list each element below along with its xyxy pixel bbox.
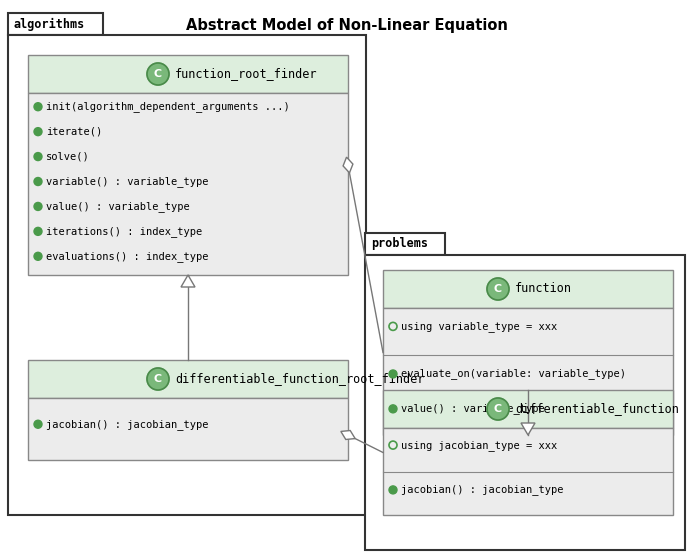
Circle shape: [34, 420, 42, 428]
Text: evaluate_on(variable: variable_type): evaluate_on(variable: variable_type): [401, 368, 626, 380]
Circle shape: [34, 128, 42, 136]
Text: differentiable_function: differentiable_function: [515, 403, 679, 416]
Text: function: function: [515, 282, 572, 296]
FancyBboxPatch shape: [28, 398, 348, 460]
Circle shape: [34, 202, 42, 211]
Text: differentiable_function_root_finder: differentiable_function_root_finder: [175, 372, 424, 385]
Text: jacobian() : jacobian_type: jacobian() : jacobian_type: [46, 419, 208, 430]
Circle shape: [34, 227, 42, 235]
Circle shape: [147, 63, 169, 85]
Text: iterations() : index_type: iterations() : index_type: [46, 226, 202, 237]
FancyBboxPatch shape: [383, 270, 673, 308]
FancyBboxPatch shape: [28, 360, 348, 398]
FancyBboxPatch shape: [8, 13, 103, 35]
Circle shape: [389, 486, 397, 494]
FancyBboxPatch shape: [28, 55, 348, 93]
Text: problems: problems: [371, 237, 428, 250]
Text: jacobian() : jacobian_type: jacobian() : jacobian_type: [401, 484, 564, 496]
Circle shape: [389, 370, 397, 378]
Circle shape: [34, 102, 42, 111]
Text: value() : variable_type: value() : variable_type: [401, 403, 545, 414]
Text: variable() : variable_type: variable() : variable_type: [46, 176, 208, 187]
FancyBboxPatch shape: [383, 428, 673, 515]
Text: C: C: [154, 374, 162, 384]
FancyBboxPatch shape: [383, 308, 673, 435]
Text: using variable_type = xxx: using variable_type = xxx: [401, 321, 557, 332]
Text: init(algorithm_dependent_arguments ...): init(algorithm_dependent_arguments ...): [46, 101, 290, 112]
Text: iterate(): iterate(): [46, 127, 102, 137]
Text: C: C: [494, 404, 502, 414]
Circle shape: [34, 178, 42, 185]
Text: function_root_finder: function_root_finder: [175, 68, 317, 81]
Circle shape: [389, 405, 397, 413]
Text: evaluations() : index_type: evaluations() : index_type: [46, 251, 208, 262]
FancyBboxPatch shape: [365, 255, 685, 550]
Text: C: C: [154, 69, 162, 79]
FancyBboxPatch shape: [8, 35, 366, 515]
Circle shape: [487, 398, 509, 420]
FancyBboxPatch shape: [365, 233, 445, 255]
Polygon shape: [181, 275, 195, 287]
Text: value() : variable_type: value() : variable_type: [46, 201, 189, 212]
Circle shape: [34, 253, 42, 260]
Text: using jacobian_type = xxx: using jacobian_type = xxx: [401, 440, 557, 451]
Text: solve(): solve(): [46, 152, 90, 162]
FancyBboxPatch shape: [28, 93, 348, 275]
Circle shape: [487, 278, 509, 300]
Polygon shape: [341, 431, 355, 440]
Circle shape: [147, 368, 169, 390]
Polygon shape: [521, 423, 535, 435]
Polygon shape: [343, 157, 353, 173]
Circle shape: [34, 152, 42, 161]
FancyBboxPatch shape: [383, 390, 673, 428]
Text: algorithms: algorithms: [14, 17, 85, 31]
Text: C: C: [494, 284, 502, 294]
Text: Abstract Model of Non-Linear Equation: Abstract Model of Non-Linear Equation: [186, 18, 508, 33]
